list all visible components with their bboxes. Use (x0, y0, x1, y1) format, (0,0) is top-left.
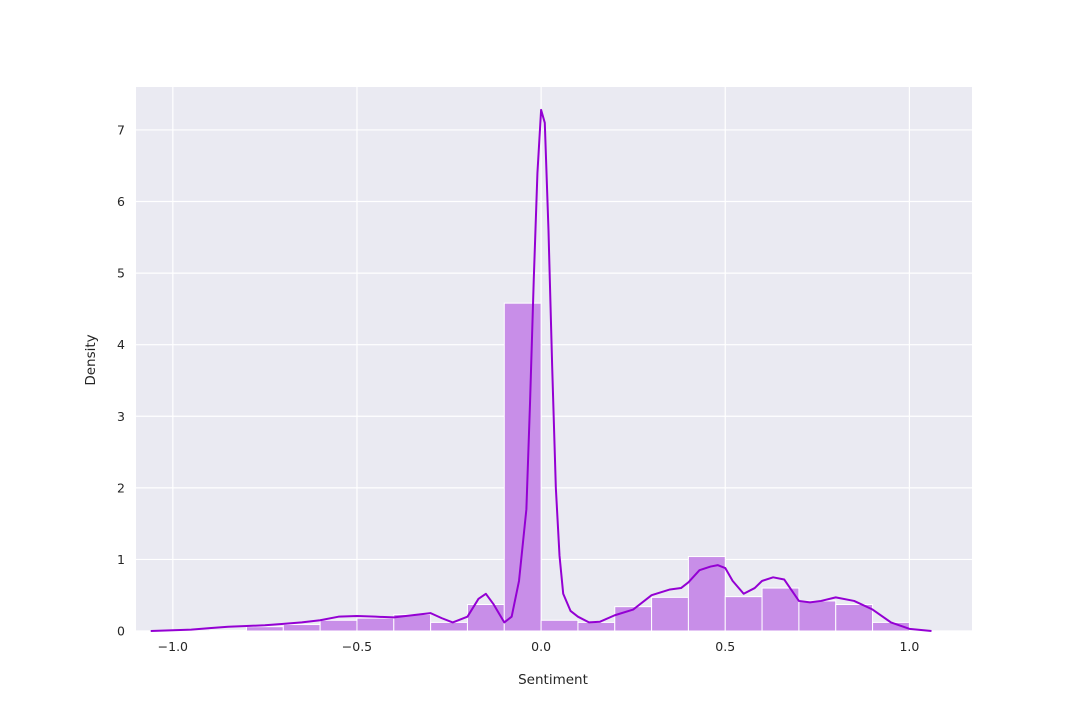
x-tick-label: −0.5 (342, 639, 372, 654)
histogram-bar (651, 596, 689, 632)
x-tick-label: 0.0 (531, 639, 551, 654)
y-tick-label: 5 (117, 266, 125, 281)
histogram-bar (282, 624, 321, 632)
histogram-bars (209, 302, 910, 632)
histogram-bar (245, 626, 284, 632)
histogram-bar (319, 619, 358, 632)
histogram-bar (356, 617, 395, 632)
histogram-bar (503, 302, 542, 632)
histogram-bar (687, 556, 726, 632)
y-tick-label: 4 (117, 337, 125, 352)
y-tick-label: 0 (117, 624, 125, 639)
y-tick-label: 2 (117, 480, 125, 495)
kde-line (150, 108, 932, 632)
y-axis-title: Density (83, 334, 99, 385)
x-tick-labels: −1.0 −0.5 0.0 0.5 1.0 (158, 639, 920, 654)
histogram-bar (540, 619, 579, 632)
y-tick-labels: 0 1 2 3 4 5 6 7 (117, 122, 125, 638)
x-tick-label: −1.0 (158, 639, 188, 654)
plot-background (136, 87, 972, 631)
histogram-bar (724, 596, 763, 632)
x-axis-title: Sentiment (518, 672, 588, 688)
histogram-bar (577, 621, 616, 632)
y-tick-label: 6 (117, 194, 125, 209)
histogram-bar (798, 600, 837, 632)
histogram-bar (835, 604, 874, 632)
x-tick-label: 1.0 (899, 639, 919, 654)
y-tick-label: 7 (117, 122, 125, 137)
y-tick-label: 1 (117, 552, 125, 567)
x-tick-label: 0.5 (715, 639, 735, 654)
histogram-bar (430, 621, 468, 632)
y-tick-label: 3 (117, 409, 125, 424)
histogram-bar (209, 629, 247, 632)
histogram-bar (466, 604, 505, 632)
